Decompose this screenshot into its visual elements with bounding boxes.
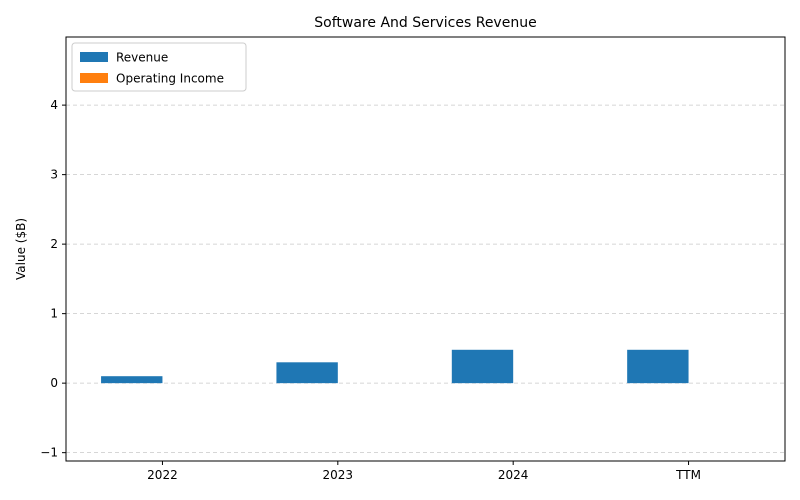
plot-frame [65, 36, 786, 462]
legend-swatch [80, 52, 108, 62]
bar-revenue-2023 [276, 362, 338, 384]
bars [101, 349, 689, 384]
y-tick-label: 3 [50, 168, 58, 182]
x-tick-label: 2022 [147, 468, 178, 482]
legend-box [71, 42, 247, 92]
gridlines [66, 104, 785, 454]
y-tick-label: 4 [50, 98, 58, 112]
y-tick-label: 2 [50, 237, 58, 251]
y-tick-label: −1 [40, 446, 58, 460]
chart-title: Software And Services Revenue [314, 15, 536, 31]
legend-swatch [80, 73, 108, 83]
y-axis: −1 0 1 2 3 4 [40, 98, 66, 460]
legend: Revenue Operating Income [71, 42, 247, 92]
y-axis-title: Value ($B) [14, 218, 28, 280]
y-tick-label: 1 [50, 307, 58, 321]
legend-label: Revenue [116, 51, 168, 65]
x-tick-label: 2024 [498, 468, 529, 482]
legend-label: Operating Income [116, 72, 224, 86]
bar-revenue-ttm [627, 349, 689, 384]
x-axis: 2022 2023 2024 TTM [147, 461, 701, 482]
y-tick-label: 0 [50, 376, 58, 390]
x-tick-label: TTM [675, 468, 701, 482]
x-tick-label: 2023 [323, 468, 354, 482]
bar-revenue-2022 [101, 376, 163, 384]
bar-revenue-2024 [451, 349, 514, 384]
